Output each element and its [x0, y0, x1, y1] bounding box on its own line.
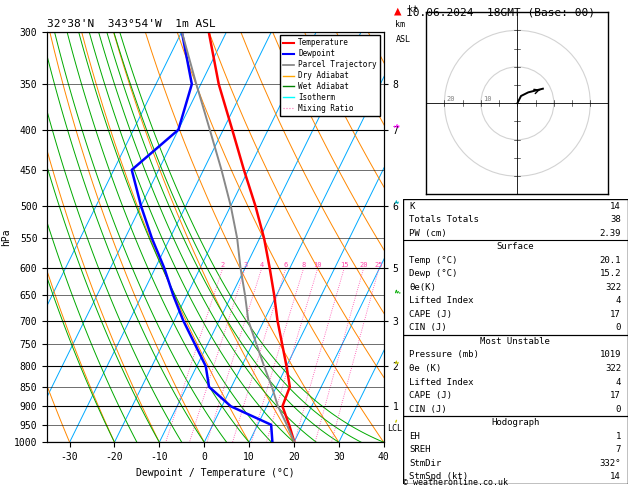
Text: 38: 38	[610, 215, 621, 224]
Text: 14: 14	[610, 202, 621, 210]
Text: CAPE (J): CAPE (J)	[409, 391, 452, 400]
Text: 10: 10	[313, 262, 322, 268]
Text: Surface: Surface	[496, 242, 534, 251]
Text: CIN (J): CIN (J)	[409, 323, 447, 332]
Text: 10: 10	[482, 96, 491, 103]
Text: 20: 20	[359, 262, 368, 268]
Text: 4: 4	[616, 378, 621, 386]
Text: Most Unstable: Most Unstable	[480, 337, 550, 346]
Text: kt: kt	[408, 5, 418, 14]
Text: Pressure (mb): Pressure (mb)	[409, 350, 479, 360]
Text: © weatheronline.co.uk: © weatheronline.co.uk	[403, 478, 508, 486]
Text: Lifted Index: Lifted Index	[409, 378, 474, 386]
Text: 3: 3	[243, 262, 247, 268]
Text: Totals Totals: Totals Totals	[409, 215, 479, 224]
Text: 15.2: 15.2	[599, 269, 621, 278]
Text: SREH: SREH	[409, 445, 431, 454]
Text: 6: 6	[284, 262, 288, 268]
Text: 322: 322	[605, 283, 621, 292]
Text: Temp (°C): Temp (°C)	[409, 256, 458, 265]
Text: PW (cm): PW (cm)	[409, 228, 447, 238]
Text: Dewp (°C): Dewp (°C)	[409, 269, 458, 278]
Text: 4: 4	[616, 296, 621, 305]
Text: CIN (J): CIN (J)	[409, 405, 447, 414]
Text: 322: 322	[605, 364, 621, 373]
Text: 25: 25	[375, 262, 383, 268]
Text: K: K	[409, 202, 415, 210]
Text: StmSpd (kt): StmSpd (kt)	[409, 472, 469, 481]
Text: θe(K): θe(K)	[409, 283, 436, 292]
X-axis label: Dewpoint / Temperature (°C): Dewpoint / Temperature (°C)	[136, 468, 295, 478]
Text: 2: 2	[221, 262, 225, 268]
Text: 1: 1	[616, 432, 621, 441]
Text: CAPE (J): CAPE (J)	[409, 310, 452, 319]
Text: StmDir: StmDir	[409, 459, 442, 468]
Text: 17: 17	[610, 391, 621, 400]
Text: 20.1: 20.1	[599, 256, 621, 265]
Text: EH: EH	[409, 432, 420, 441]
Text: 7: 7	[616, 445, 621, 454]
Text: θe (K): θe (K)	[409, 364, 442, 373]
Bar	[403, 416, 628, 484]
Text: 15: 15	[340, 262, 348, 268]
Text: LCL: LCL	[387, 424, 402, 433]
Text: 20: 20	[446, 96, 455, 103]
Text: 0: 0	[616, 323, 621, 332]
Text: 32°38'N  343°54'W  1m ASL: 32°38'N 343°54'W 1m ASL	[47, 19, 216, 30]
Text: Lifted Index: Lifted Index	[409, 296, 474, 305]
Text: 10.06.2024  18GMT (Base: 00): 10.06.2024 18GMT (Base: 00)	[406, 7, 594, 17]
Text: 8: 8	[301, 262, 306, 268]
Text: 14: 14	[610, 472, 621, 481]
Bar	[403, 240, 628, 335]
Text: 1019: 1019	[599, 350, 621, 360]
Text: 332°: 332°	[599, 459, 621, 468]
Text: ASL: ASL	[396, 35, 411, 44]
Text: 2.39: 2.39	[599, 228, 621, 238]
Bar	[403, 335, 628, 416]
Text: 0: 0	[616, 405, 621, 414]
Y-axis label: hPa: hPa	[1, 228, 11, 246]
Legend: Temperature, Dewpoint, Parcel Trajectory, Dry Adiabat, Wet Adiabat, Isotherm, Mi: Temperature, Dewpoint, Parcel Trajectory…	[280, 35, 380, 116]
Text: ▲: ▲	[394, 4, 402, 17]
Text: km: km	[396, 20, 406, 30]
Text: 4: 4	[260, 262, 264, 268]
Text: 17: 17	[610, 310, 621, 319]
Text: Hodograph: Hodograph	[491, 418, 539, 427]
